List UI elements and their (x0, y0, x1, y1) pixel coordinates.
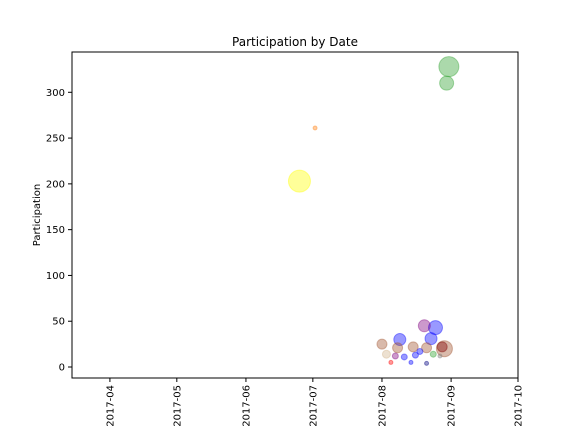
y-tick-label: 50 (52, 317, 65, 328)
point (437, 353, 443, 359)
plot-frame (71, 51, 519, 379)
point (438, 56, 460, 78)
point (381, 349, 391, 359)
point (400, 353, 408, 361)
y-tick-label: 200 (46, 179, 65, 190)
point (417, 319, 431, 333)
y-axis-label: Participation (32, 184, 43, 246)
y-tick-label: 300 (46, 88, 65, 99)
point (424, 332, 438, 346)
point (429, 350, 437, 358)
point (424, 360, 430, 366)
point (388, 359, 394, 365)
y-tick-label: 150 (46, 225, 65, 236)
y-tick-label: 100 (46, 271, 65, 282)
x-tick-label: 2017-08 (377, 385, 388, 427)
point (435, 340, 453, 358)
y-tick-label: 0 (59, 363, 65, 374)
y-tick-label: 250 (46, 134, 65, 145)
point (421, 342, 433, 354)
chart-title: Participation by Date (232, 35, 358, 49)
point (392, 342, 404, 354)
x-tick-label: 2017-10 (514, 385, 525, 427)
point (391, 352, 399, 360)
point (287, 169, 311, 193)
x-tick-label: 2017-04 (105, 385, 116, 427)
point (436, 341, 448, 353)
point (407, 341, 419, 353)
x-tick-label: 2017-07 (308, 385, 319, 427)
point (393, 333, 407, 347)
point (416, 347, 424, 355)
point (408, 359, 414, 365)
point (439, 75, 455, 91)
point (411, 351, 419, 359)
point (376, 338, 388, 350)
x-tick-label: 2017-09 (447, 385, 458, 427)
point (427, 320, 443, 336)
x-tick-label: 2017-05 (172, 385, 183, 427)
point (312, 125, 318, 131)
x-tick-label: 2017-06 (241, 385, 252, 427)
